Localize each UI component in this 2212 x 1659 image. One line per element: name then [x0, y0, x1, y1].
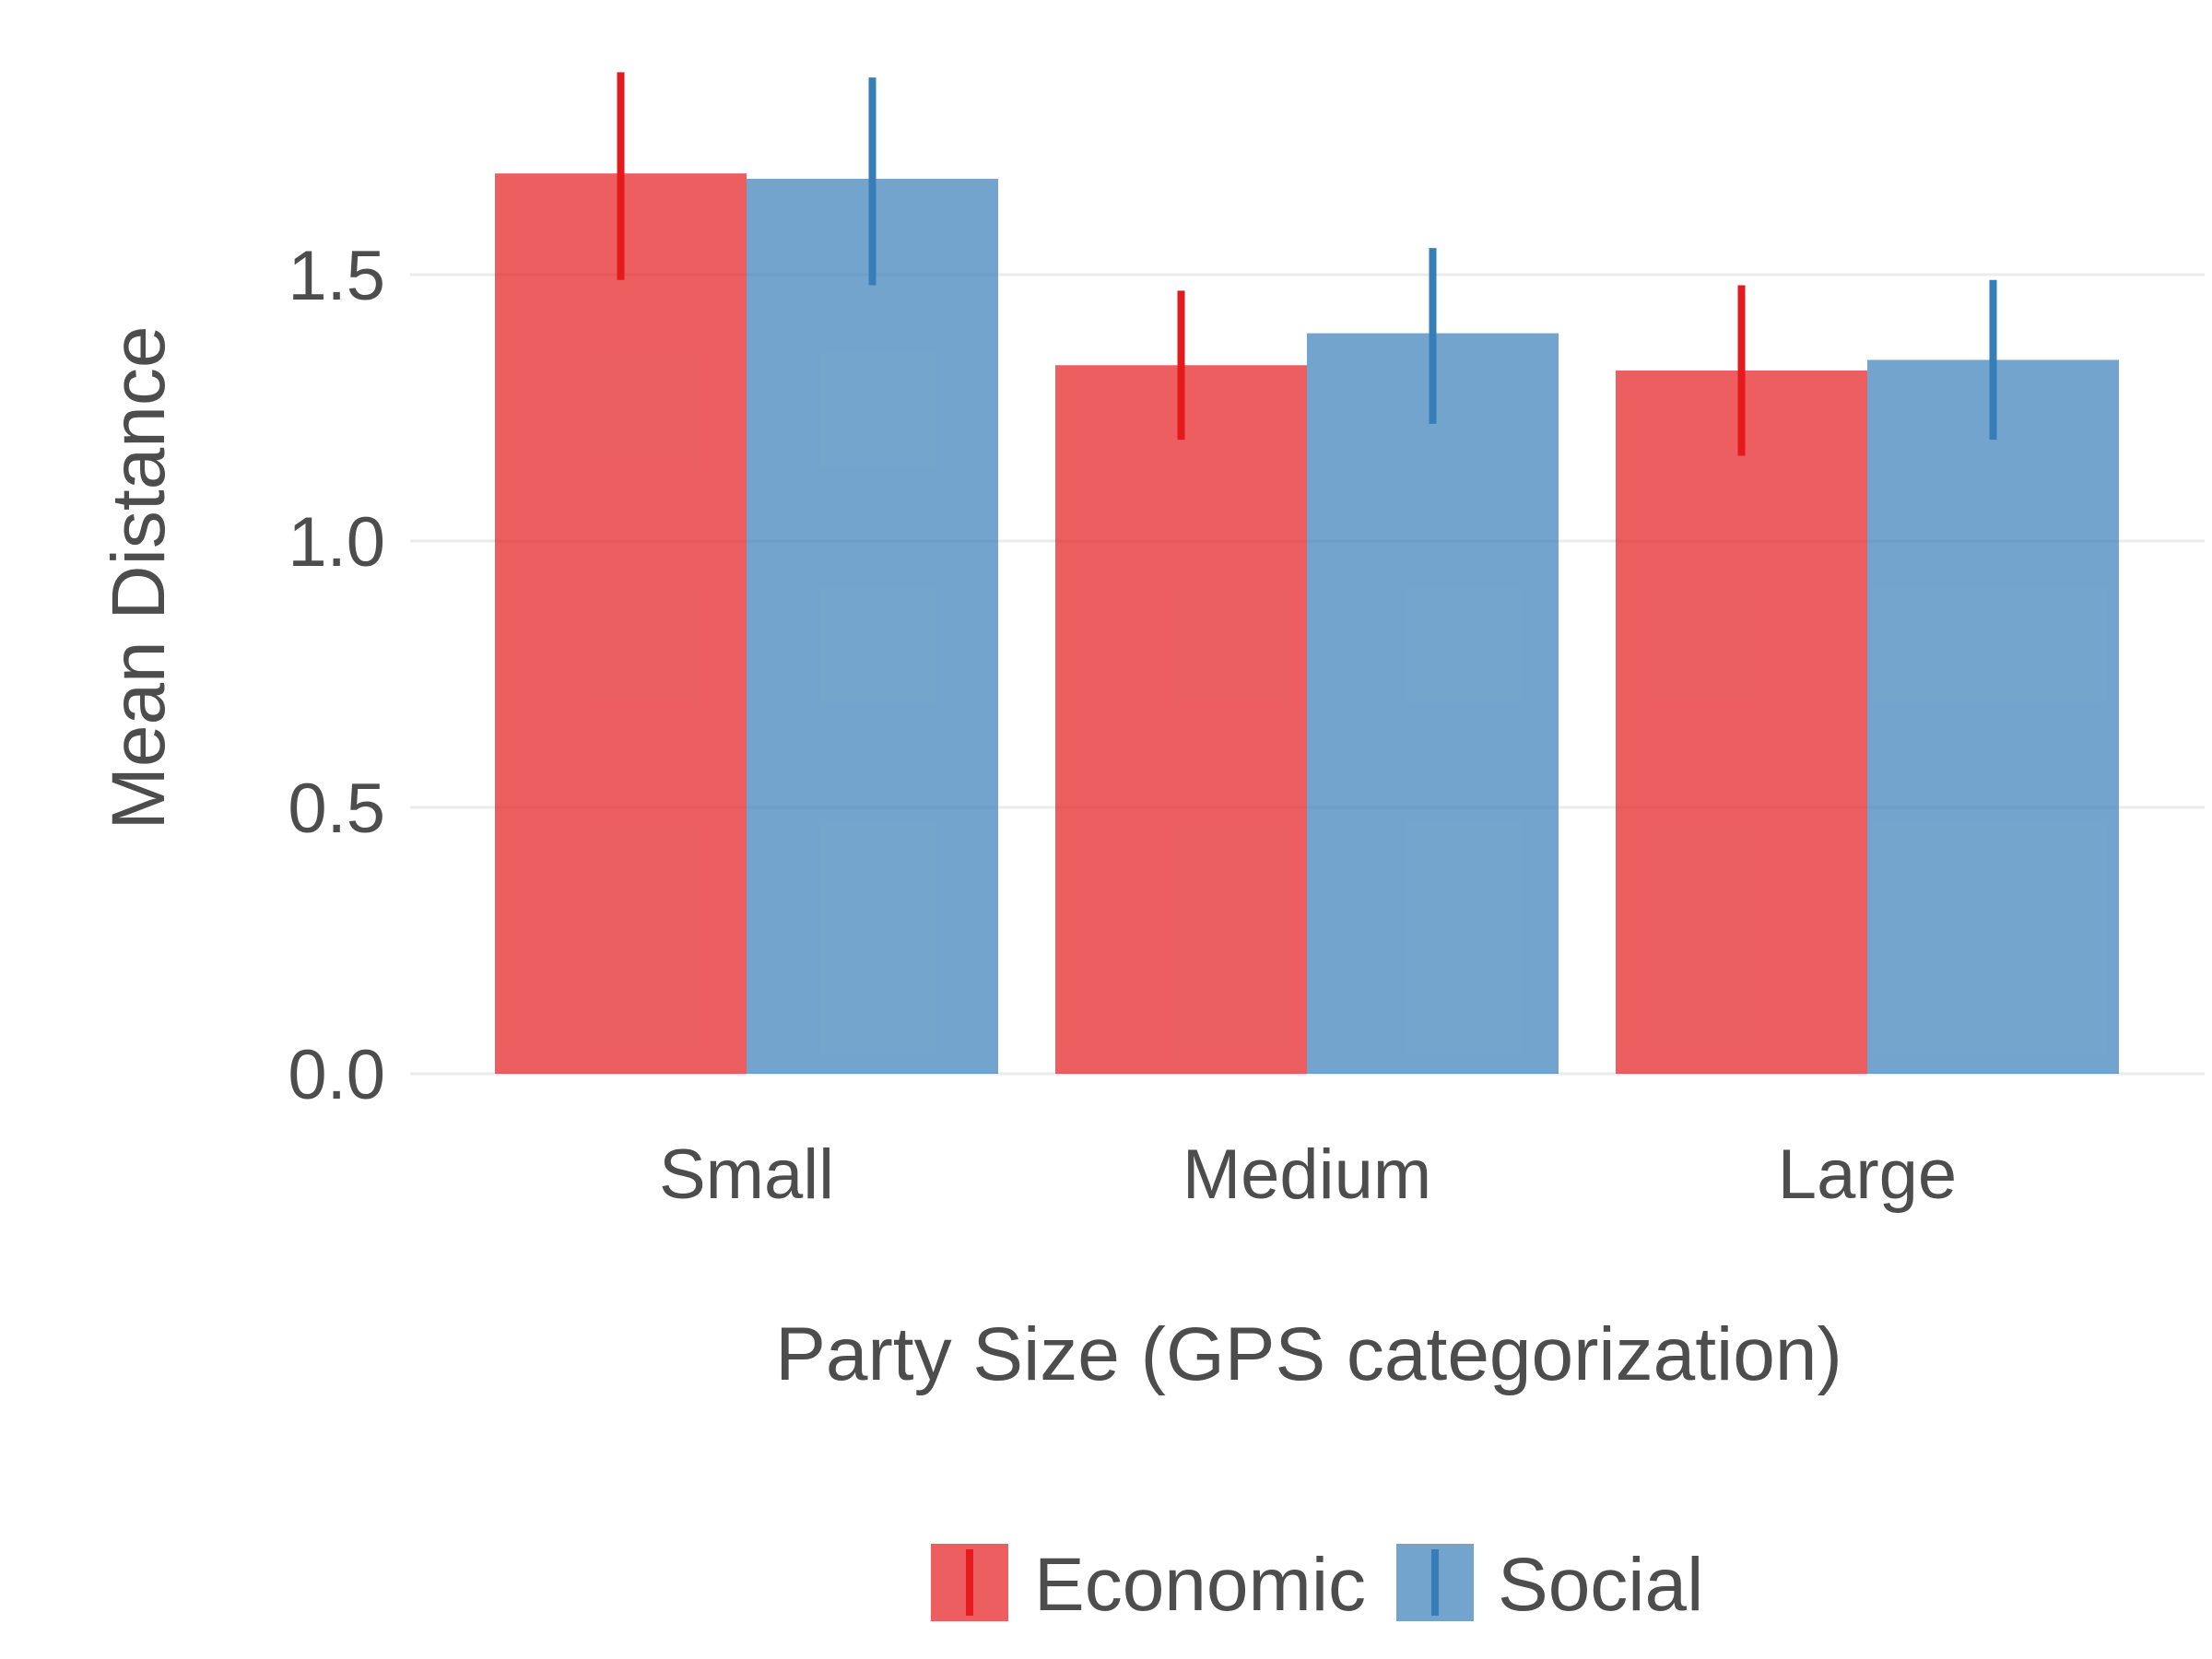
bar-social-small [747, 178, 998, 1074]
y-axis-title: Mean Distance [97, 326, 181, 830]
y-axis-ticks: 0.0 0.5 1.0 1.5 [288, 237, 385, 1114]
bar-economic-large [1616, 371, 1867, 1074]
x-tick-label: Small [659, 1135, 834, 1214]
error-bars [617, 72, 1997, 456]
x-axis-ticks: Small Medium Large [659, 1135, 1957, 1214]
legend-label-social: Social [1498, 1543, 1703, 1627]
y-tick-label: 1.0 [288, 503, 385, 582]
legend-label-economic: Economic [1034, 1543, 1366, 1627]
y-tick-label: 0.5 [288, 770, 385, 848]
bar-economic-medium [1055, 365, 1307, 1074]
legend: Economic Social [931, 1543, 1703, 1627]
bars [495, 173, 2119, 1075]
bar-social-medium [1307, 333, 1559, 1075]
x-tick-label: Medium [1182, 1135, 1431, 1214]
y-tick-label: 1.5 [288, 237, 385, 315]
x-tick-label: Large [1778, 1135, 1957, 1214]
bar-social-large [1867, 359, 2119, 1075]
y-tick-label: 0.0 [288, 1036, 385, 1114]
x-axis-title: Party Size (GPS categorization) [775, 1312, 1842, 1396]
bar-economic-small [495, 173, 747, 1074]
